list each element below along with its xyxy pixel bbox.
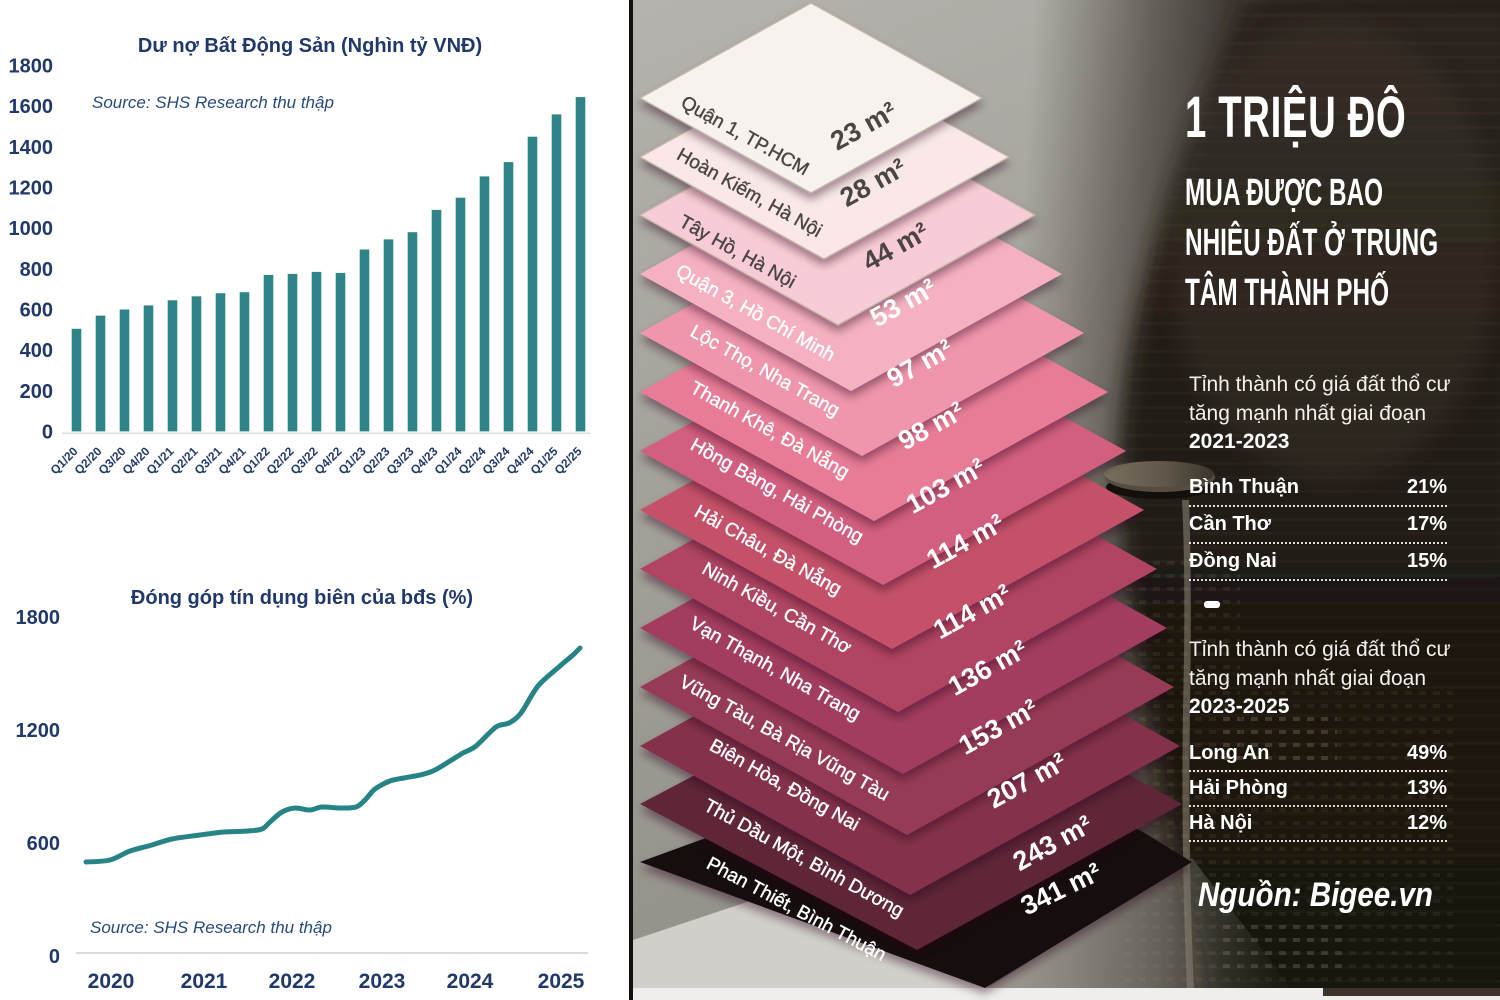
svg-text:600: 600 <box>20 300 53 322</box>
svg-text:0: 0 <box>49 946 60 968</box>
svg-text:800: 800 <box>20 259 53 281</box>
svg-text:2023: 2023 <box>359 970 406 993</box>
svg-text:600: 600 <box>27 833 60 855</box>
svg-text:2021: 2021 <box>181 970 228 993</box>
svg-text:2025: 2025 <box>538 970 585 993</box>
svg-text:Đóng góp tín dụng biên của bđs: Đóng góp tín dụng biên của bđs (%) <box>131 587 473 609</box>
svg-text:2020: 2020 <box>88 970 135 993</box>
svg-text:1200: 1200 <box>16 720 61 742</box>
svg-text:1800: 1800 <box>16 607 61 629</box>
svg-text:1200: 1200 <box>9 178 54 200</box>
svg-text:Source: SHS Research thu thập: Source: SHS Research thu thập <box>92 93 334 112</box>
svg-text:200: 200 <box>20 381 53 403</box>
svg-text:Q2/25: Q2/25 <box>552 444 585 477</box>
svg-text:2024: 2024 <box>447 970 494 993</box>
svg-text:Source: SHS Research thu thập: Source: SHS Research thu thập <box>90 918 332 937</box>
svg-text:1800: 1800 <box>9 56 54 78</box>
svg-text:400: 400 <box>20 340 53 362</box>
svg-text:0: 0 <box>42 421 53 443</box>
svg-text:1600: 1600 <box>9 96 54 118</box>
svg-text:Dư nợ Bất Động Sản (Nghìn tỷ V: Dư nợ Bất Động Sản (Nghìn tỷ VNĐ) <box>138 35 482 57</box>
svg-text:1000: 1000 <box>9 218 54 240</box>
svg-text:2022: 2022 <box>269 970 316 993</box>
svg-text:1400: 1400 <box>9 137 54 159</box>
